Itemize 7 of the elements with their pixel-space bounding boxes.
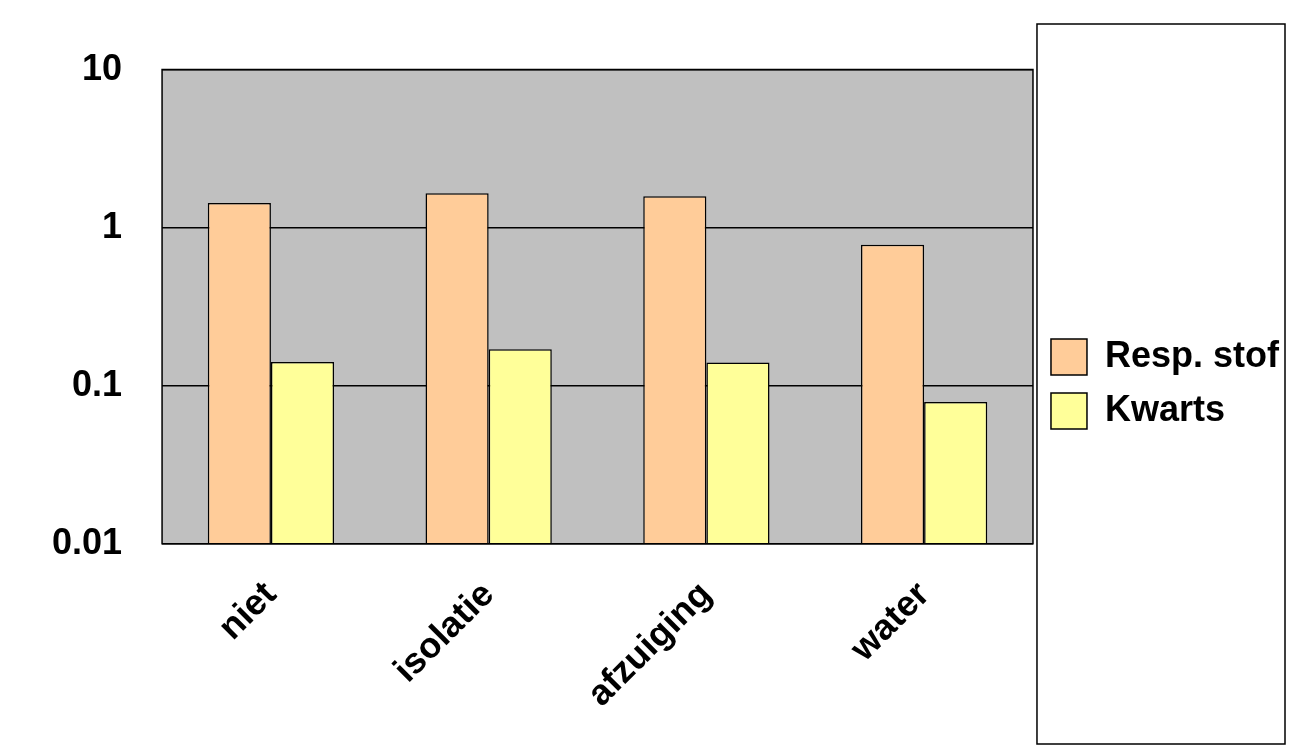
legend-label: Resp. stof xyxy=(1104,333,1281,375)
x-tick-label: niet xyxy=(209,572,284,647)
y-tick-label: 0.1 xyxy=(72,362,123,404)
y-tick-label: 10 xyxy=(82,46,123,88)
y-tick-label: 1 xyxy=(102,204,123,246)
legend-label: Kwarts xyxy=(1104,387,1226,429)
y-tick-label: 0.01 xyxy=(51,520,123,562)
